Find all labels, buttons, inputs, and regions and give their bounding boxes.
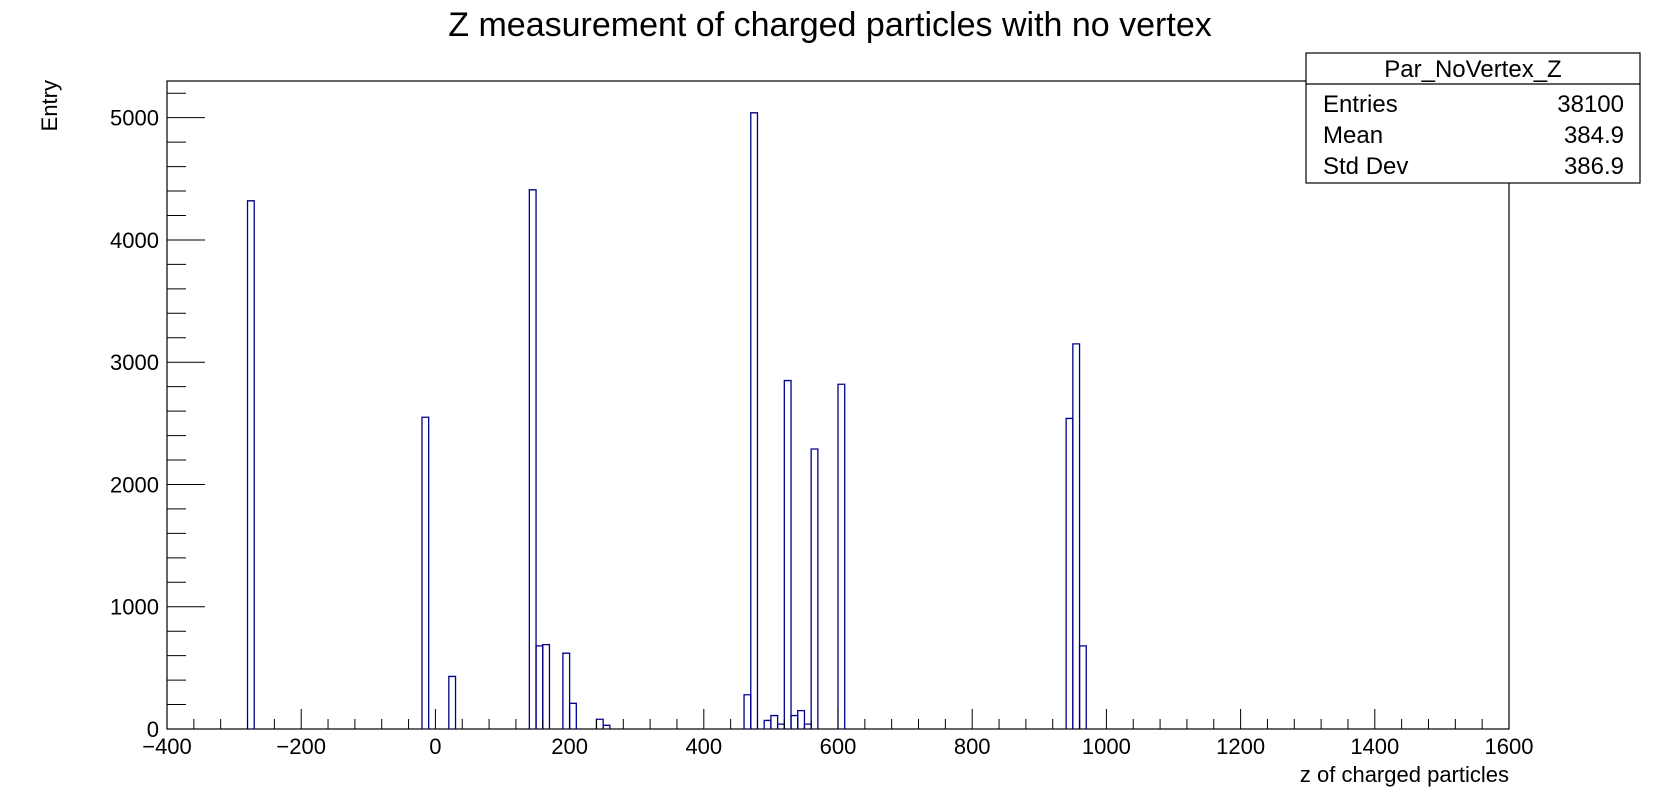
histogram-bin	[770, 714, 779, 729]
x-tick-label: 0	[429, 734, 441, 759]
histogram-bin	[1065, 417, 1074, 729]
stats-mean-label: Mean	[1323, 122, 1383, 149]
y-tick-label: 5000	[110, 106, 159, 131]
histogram-bin	[837, 383, 846, 729]
histogram-bin	[797, 710, 806, 729]
y-axis-ticks: 0 1000 2000 3000 4000 5000	[110, 92, 205, 742]
histogram-bin	[602, 724, 611, 729]
stats-box-frame	[1305, 52, 1641, 184]
stats-stddev-label: Std Dev	[1323, 153, 1408, 180]
stats-entries-value: 38100	[1557, 91, 1624, 118]
y-tick-label: 3000	[110, 350, 159, 375]
histogram-bin	[1078, 645, 1087, 729]
histogram-bins	[246, 112, 1087, 729]
x-tick-label: 1600	[1485, 734, 1534, 759]
histogram-bin	[595, 718, 604, 729]
x-axis-ticks: −400 −200 0 200 400 600 800 1000 1200 1400 1600	[142, 709, 1533, 759]
stats-mean-value: 384.9	[1564, 122, 1624, 149]
histogram-bin	[1072, 343, 1081, 729]
y-axis-title: Entry	[37, 80, 62, 131]
x-tick-label: 1200	[1216, 734, 1265, 759]
x-tick-label: −200	[276, 734, 326, 759]
histogram-bin	[448, 675, 457, 729]
histogram-bin	[528, 189, 537, 729]
histogram-bin	[421, 416, 430, 729]
histogram-bin	[750, 112, 759, 729]
chart-title: Z measurement of charged particles with …	[448, 6, 1211, 44]
histogram-bin	[246, 200, 255, 729]
y-tick-label: 1000	[110, 595, 159, 620]
y-tick-label: 2000	[110, 472, 159, 497]
x-tick-label: 1000	[1082, 734, 1131, 759]
stats-box-title: Par_NoVertex_Z	[1384, 56, 1561, 83]
x-tick-label: −400	[142, 734, 192, 759]
y-tick-label: 0	[147, 717, 159, 742]
x-tick-label: 800	[954, 734, 991, 759]
histogram-bin	[810, 448, 819, 729]
histogram-bin	[790, 714, 799, 729]
histogram-bin	[803, 723, 812, 729]
histogram-bin	[783, 379, 792, 729]
stats-stddev-value: 386.9	[1564, 153, 1624, 180]
x-tick-label: 600	[820, 734, 857, 759]
y-tick-label: 4000	[110, 228, 159, 253]
histogram-bin	[568, 702, 577, 729]
histogram-bin	[542, 643, 551, 729]
x-tick-label: 1400	[1350, 734, 1399, 759]
histogram-bin	[763, 719, 772, 729]
histogram-bin	[562, 652, 571, 729]
stats-box: Par_NoVertex_Z Entries 38100 Mean 384.9 …	[1305, 52, 1641, 184]
histogram-bin	[776, 723, 785, 729]
histogram-bin	[535, 645, 544, 729]
stats-entries-label: Entries	[1323, 91, 1398, 118]
x-axis-title: z of charged particles	[1300, 762, 1509, 787]
x-tick-label: 200	[551, 734, 588, 759]
x-tick-label: 400	[685, 734, 722, 759]
histogram-bin	[743, 694, 752, 729]
